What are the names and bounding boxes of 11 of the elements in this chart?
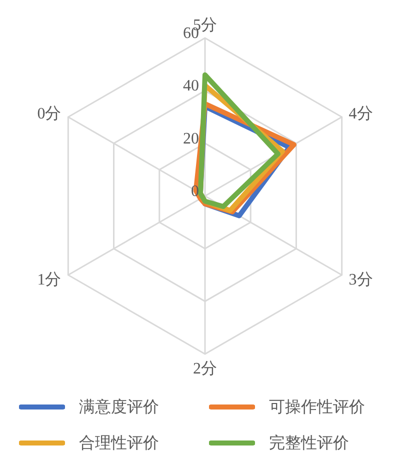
legend-label: 可操作性评价 [269, 398, 365, 418]
y-tick-label: 20 [183, 130, 199, 148]
legend-label: 完整性评价 [269, 434, 349, 454]
legend-label: 满意度评价 [79, 398, 159, 418]
spoke-label: 4分 [348, 106, 373, 123]
spoke-label: 3分 [348, 272, 373, 289]
legend-label: 合理性评价 [79, 434, 159, 454]
spoke-label: 2分 [193, 360, 217, 378]
spoke-label: 0分 [37, 106, 62, 123]
y-tick-label: 40 [183, 78, 199, 95]
spoke-label: 1分 [37, 272, 62, 289]
